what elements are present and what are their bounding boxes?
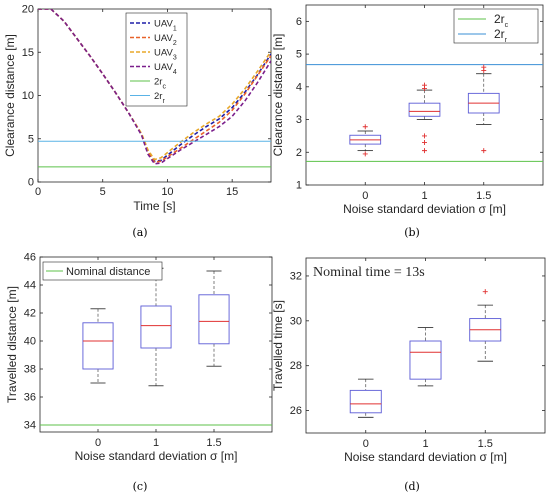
box-iqr [82,322,114,370]
y-axis-label: Clearance distance [m] [3,34,17,157]
box-iqr [409,340,442,380]
y-tick-label: 26 [290,405,302,417]
y-tick-label: 44 [24,280,36,292]
x-axis-label: Noise standard deviation σ [m] [343,202,506,216]
plot-area [38,9,271,168]
box-outlier [422,133,427,139]
x-tick-label: 15 [226,186,238,198]
legend-label: Nominal distance [66,266,150,278]
y-axis-label: Travelled time [s] [271,300,285,391]
y-tick-label: 28 [290,360,302,372]
panel-a-caption: (a) [132,226,147,239]
x-axis-label: Noise standard deviation σ [m] [344,450,507,464]
x-tick-label: 1.5 [478,438,493,450]
series-line-uav4 [38,9,271,165]
y-tick-label: 36 [24,392,36,404]
legend-label: 2rr [154,91,165,105]
x-tick-label: 1.5 [206,437,221,449]
x-axis-label: Time [s] [133,199,175,213]
panel-d-caption: (d) [404,480,420,493]
plot-area [40,267,272,426]
x-tick-label: 0 [363,438,369,450]
chart-annotation: Nominal time = 13s [313,265,425,280]
x-axis-label: Noise standard deviation σ [m] [75,449,238,463]
legend-box [125,12,188,107]
panel-a: 0 5 10 15 20 0 5 10 15 Time [s] Clearance distance… [3,4,272,213]
y-tick-label: 2 [296,147,302,159]
x-tick-label: 0 [35,186,41,198]
box-outlier [481,148,487,154]
y-axis-label: Clearance distance [m] [271,34,285,157]
x-tick-label: 10 [161,186,173,198]
legend-label: 2rr [494,27,508,44]
box-iqr [198,294,230,345]
x-tick-label: 0 [362,190,368,202]
x-tick-label: 5 [100,186,106,198]
x-tick-label: 1 [153,437,159,449]
y-tick-label: 15 [22,47,34,59]
y-tick-label: 6 [296,16,302,28]
legend-label: UAV4 [154,62,177,76]
y-tick-label: 10 [22,90,34,102]
legend-box [42,261,163,281]
y-tick-label: 3 [296,114,302,126]
panel-b-caption: (b) [404,226,420,239]
box-outlier [422,148,427,154]
panel-c-caption: (c) [133,480,148,493]
box-outlier [422,82,427,88]
legend-box [453,8,539,44]
y-tick-label: 40 [24,336,36,348]
y-tick-label: 5 [28,133,34,145]
y-tick-label: 4 [296,81,302,93]
box-outlier [422,139,427,145]
y-tick-label: 0 [28,177,34,189]
y-tick-label: 42 [24,308,36,320]
x-tick-label: 1.5 [476,190,491,202]
y-tick-label: 46 [24,252,36,264]
y-axis-label: Travelled distance [m] [5,286,19,403]
box-iqr [349,389,382,414]
box-outlier [482,289,488,295]
plot-area [306,64,543,162]
y-tick-label: 32 [290,270,302,282]
legend-label: UAV3 [154,48,177,62]
plot-area [349,289,502,418]
plot-frame [305,257,546,434]
box-outlier [362,124,368,130]
y-tick-label: 20 [22,4,34,16]
box-iqr [140,305,172,349]
legend-label: UAV2 [154,33,177,47]
box-iqr [408,102,441,117]
y-tick-label: 34 [24,420,36,432]
y-tick-label: 1 [296,180,302,192]
legend-label: UAV1 [154,19,177,33]
y-tick-label: 30 [290,315,302,327]
x-tick-label: 0 [95,437,101,449]
y-tick-label: 38 [24,364,36,376]
x-tick-label: 1 [421,190,427,202]
box-outlier [362,151,368,157]
y-tick-label: 5 [296,49,302,61]
box-outlier [481,64,487,70]
x-tick-label: 1 [422,438,428,450]
